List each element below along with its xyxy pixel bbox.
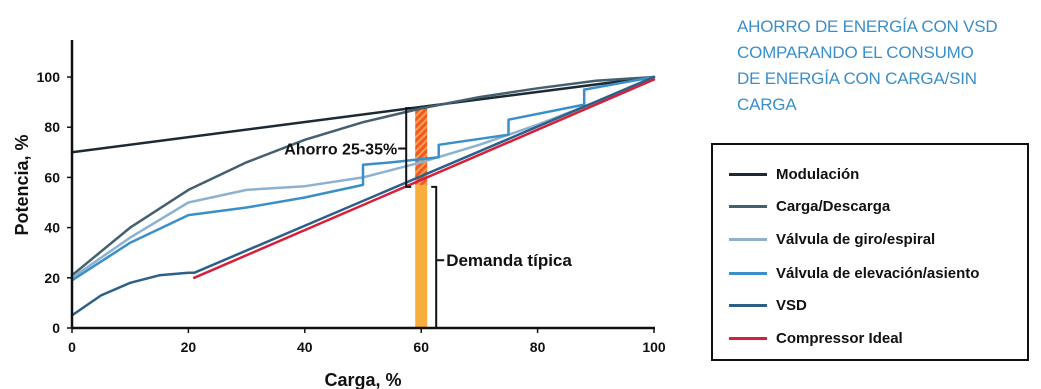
legend-label: Modulación [776,165,860,183]
legend-item-compressor-ideal: Compressor Ideal [729,327,903,349]
legend-item-carga-descarga: Carga/Descarga [729,195,890,217]
y-tick-label: 100 [37,69,61,85]
x-axis-title: Carga, % [324,370,401,389]
series-line-3 [70,75,656,282]
title-line-4: CARGA [737,95,797,114]
legend: Modulación Carga/Descarga Válvula de gir… [711,143,1029,361]
title-line-2: COMPARANDO EL CONSUMO [737,43,974,62]
y-tick-label: 0 [52,320,60,336]
demand-bracket [431,185,438,329]
chart-title: AHORRO DE ENERGÍA CON VSD COMPARANDO EL … [737,14,1032,118]
legend-label: Válvula de giro/espiral [776,230,936,248]
series-line-1 [70,75,656,277]
x-tick-label: 80 [530,339,546,355]
x-tick-label: 20 [181,339,197,355]
y-tick-label: 60 [44,169,60,185]
legend-swatch [729,303,767,307]
energy-chart: 0 20 40 60 80 100 0 20 40 60 80 100 Ahorro 25-35% De… [12,40,666,389]
legend-item-vsd: VSD [729,294,807,316]
x-tick-label: 40 [297,339,313,355]
y-tick-label: 40 [44,220,60,236]
legend-label: Compressor Ideal [776,329,903,347]
series-line-5 [192,78,656,280]
legend-item-valvula-elevacion: Válvula de elevación/asiento [729,262,979,284]
legend-label: Carga/Descarga [776,197,891,215]
title-line-3: DE ENERGÍA CON CARGA/SIN [737,69,977,88]
x-tick-label: 0 [68,339,76,355]
legend-item-modulacion: Modulación [729,163,859,185]
legend-label: VSD [776,296,807,314]
x-tick-label: 100 [642,339,666,355]
legend-swatch [729,271,767,275]
series-line-4 [70,75,656,317]
legend-swatch [729,336,767,340]
y-tick-label: 80 [44,119,60,135]
savings-bar [415,107,428,185]
legend-swatch [729,204,767,208]
typical-demand-bar [415,184,428,328]
legend-swatch [729,172,767,176]
y-axis-title: Potencia, % [12,134,32,235]
savings-bracket [405,107,412,188]
x-tick-label: 60 [413,339,429,355]
y-tick-label: 20 [44,270,60,286]
legend-item-valvula-giro: Válvula de giro/espiral [729,228,935,250]
title-line-1: AHORRO DE ENERGÍA CON VSD [737,17,998,36]
savings-label: Ahorro 25-35% [284,142,397,159]
demand-label: Demanda típica [446,251,572,270]
legend-label: Válvula de elevación/asiento [776,264,980,282]
legend-swatch [729,237,767,241]
